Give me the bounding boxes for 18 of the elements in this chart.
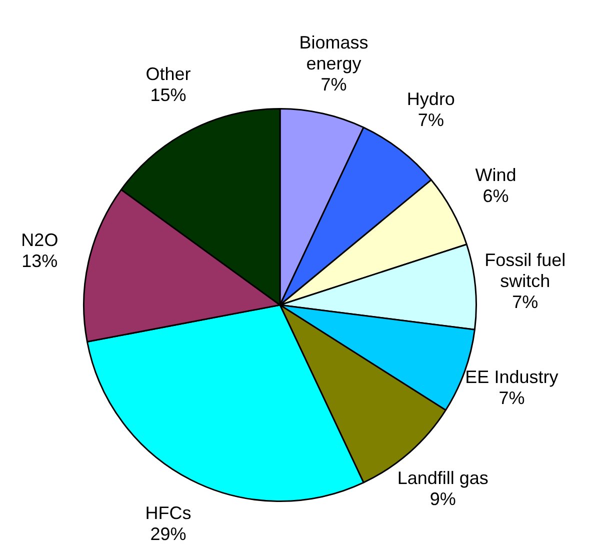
data-label: 9%: [430, 489, 456, 510]
data-label: 7%: [418, 110, 444, 130]
data-label: 6%: [482, 186, 509, 206]
data-label: 13%: [22, 250, 58, 271]
slice-label: EE Industry: [465, 366, 558, 387]
data-label: 7%: [498, 388, 525, 408]
data-label: 7%: [320, 74, 347, 95]
data-label: 15%: [150, 85, 186, 106]
slice-label: N2O: [21, 230, 58, 250]
slice-label: HFCs: [145, 502, 192, 523]
slice-label: Hydro: [406, 88, 455, 109]
slice-label: Other: [146, 64, 191, 84]
slice-label: Biomass energy: [299, 32, 368, 74]
data-label: 7%: [512, 292, 538, 312]
slice-label: Wind: [475, 164, 516, 185]
data-label: 29%: [150, 524, 186, 544]
slice-label: Landfill gas: [397, 468, 488, 488]
slice-label: Fossil fuel switch: [484, 250, 566, 291]
